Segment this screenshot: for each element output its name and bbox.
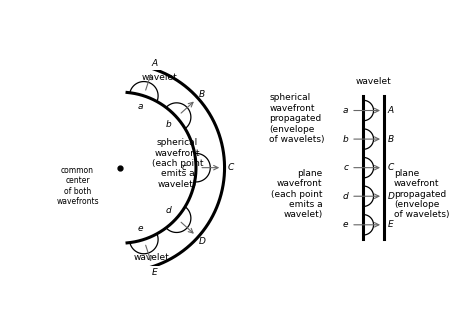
- Text: a: a: [343, 106, 348, 115]
- Text: E: E: [152, 268, 157, 277]
- Text: e: e: [137, 224, 143, 233]
- Text: A: A: [388, 106, 394, 115]
- Text: a: a: [137, 102, 143, 111]
- Text: wavelet: wavelet: [133, 253, 169, 262]
- Text: C: C: [227, 163, 233, 172]
- Text: A: A: [151, 59, 157, 68]
- Text: d: d: [343, 192, 348, 201]
- Text: c: c: [343, 163, 348, 172]
- Text: d: d: [165, 206, 171, 215]
- Text: E: E: [388, 220, 393, 229]
- Text: plane
wavefront
propagated
(envelope
of wavelets): plane wavefront propagated (envelope of …: [394, 169, 449, 219]
- Text: spherical
wavefront
propagated
(envelope
of wavelets): spherical wavefront propagated (envelope…: [269, 93, 325, 144]
- Text: common
center
of both
wavefronts: common center of both wavefronts: [56, 166, 99, 206]
- Text: plane
wavefront
(each point
emits a
wavelet): plane wavefront (each point emits a wave…: [271, 169, 322, 219]
- Text: spherical
wavefront
(each point
emits a
wavelet): spherical wavefront (each point emits a …: [152, 138, 203, 189]
- Text: D: D: [388, 192, 395, 201]
- Text: c: c: [182, 163, 187, 172]
- Text: B: B: [199, 90, 205, 99]
- Text: b: b: [343, 134, 348, 143]
- Text: C: C: [388, 163, 394, 172]
- Text: b: b: [165, 120, 171, 129]
- Text: D: D: [199, 237, 206, 246]
- Text: B: B: [388, 134, 394, 143]
- Text: wavelet: wavelet: [141, 73, 177, 82]
- Text: e: e: [343, 220, 348, 229]
- Text: wavelet: wavelet: [356, 77, 392, 86]
